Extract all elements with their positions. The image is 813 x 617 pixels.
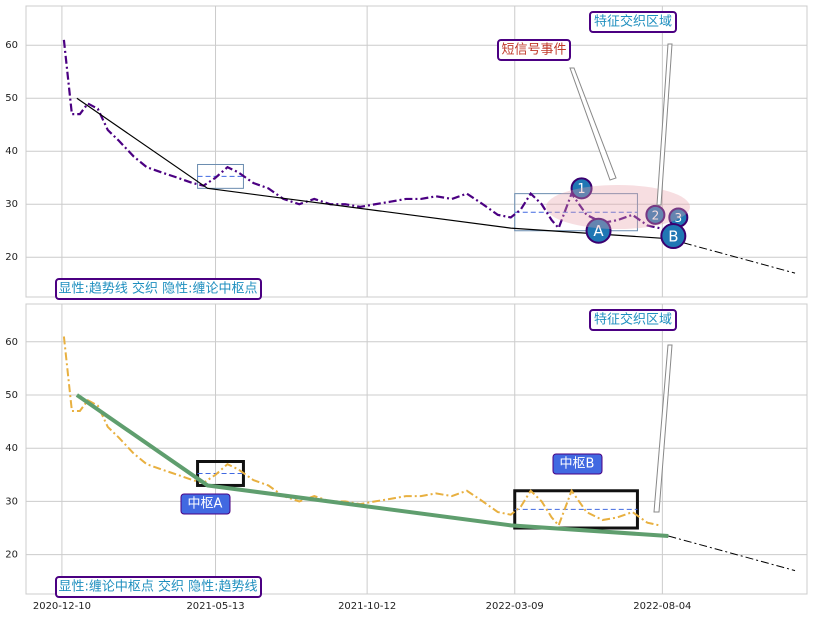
x-tick-label: 2022-08-04	[633, 601, 691, 612]
annotation-box	[497, 39, 571, 61]
x-tick-label: 2020-12-10	[33, 601, 91, 612]
line	[668, 535, 796, 572]
signal-marker	[570, 177, 593, 200]
y-tick-label: 30	[5, 496, 18, 507]
marker-label: A	[593, 222, 604, 240]
arrow	[569, 67, 617, 181]
y-tick-label: 50	[5, 93, 18, 104]
annotation: 显性:趋势线 交织 隐性:缠论中枢点	[58, 281, 257, 297]
zhongshu-label: 中枢B	[560, 457, 595, 472]
signal-marker	[585, 217, 612, 244]
annotation: 显性:缠论中枢点 交织 隐性:趋势线	[58, 579, 257, 595]
panel-frame	[25, 303, 808, 595]
signal-marker	[660, 223, 687, 250]
annotation: 特征交织区域	[594, 312, 672, 328]
x-tick-label: 2021-05-13	[186, 601, 244, 612]
y-tick-label: 60	[5, 40, 18, 51]
x-tick-label: 2021-10-12	[338, 601, 396, 612]
marker-label: B	[668, 228, 678, 246]
marker-label: 2	[652, 208, 660, 222]
signal-marker	[645, 204, 666, 225]
marker-label: 1	[577, 182, 585, 197]
y-tick-label: 20	[5, 550, 18, 561]
y-tick-label: 40	[5, 443, 18, 454]
annotation: 短信号事件	[501, 43, 566, 58]
annotation-box	[55, 576, 262, 598]
line	[62, 39, 660, 231]
marker-label: 3	[675, 211, 683, 225]
highlight-area	[546, 185, 690, 229]
y-tick-label: 20	[5, 252, 18, 263]
line	[668, 238, 796, 274]
annotation-box	[589, 309, 677, 331]
x-tick-label: 2022-03-09	[486, 601, 544, 612]
y-tick-label: 50	[5, 390, 18, 401]
arrow	[656, 43, 673, 206]
label-box	[552, 453, 603, 475]
arrow	[653, 344, 673, 513]
zhongshu-label: 中枢A	[188, 497, 223, 512]
annotation-box	[55, 278, 262, 300]
y-tick-label: 60	[5, 337, 18, 348]
annotation-box	[589, 11, 677, 33]
label-box	[180, 493, 231, 515]
y-tick-label: 30	[5, 199, 18, 210]
annotation: 特征交织区域	[594, 14, 672, 30]
line	[75, 393, 669, 538]
y-tick-label: 40	[5, 146, 18, 157]
